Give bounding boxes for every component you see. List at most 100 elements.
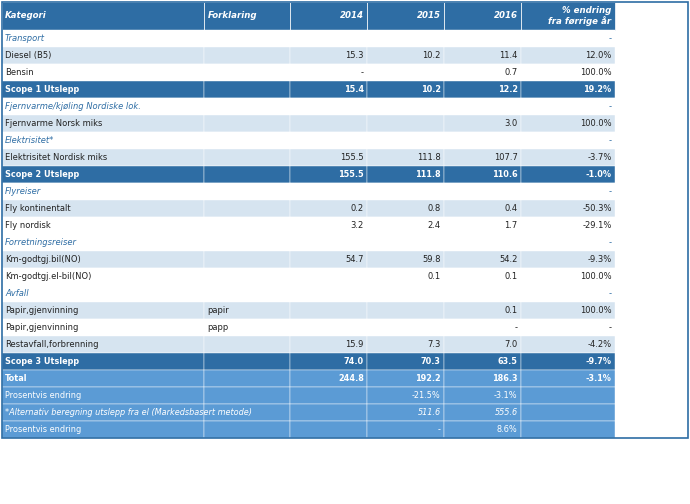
Bar bbox=[2, 336, 204, 353]
Bar bbox=[2, 132, 204, 149]
Text: 155.5: 155.5 bbox=[338, 170, 364, 179]
Text: Prosentvis endring: Prosentvis endring bbox=[5, 391, 81, 400]
Bar bbox=[444, 353, 521, 370]
Bar bbox=[290, 285, 367, 302]
Text: 155.5: 155.5 bbox=[340, 153, 364, 162]
Text: 107.7: 107.7 bbox=[494, 153, 518, 162]
Text: -4.2%: -4.2% bbox=[587, 340, 611, 349]
Bar bbox=[2, 81, 204, 98]
Text: 186.3: 186.3 bbox=[492, 374, 518, 383]
Bar bbox=[2, 2, 204, 30]
Bar bbox=[367, 251, 444, 268]
Text: 12.0%: 12.0% bbox=[585, 51, 611, 60]
Bar bbox=[444, 268, 521, 285]
Bar bbox=[444, 115, 521, 132]
Bar bbox=[2, 2, 688, 438]
Bar bbox=[204, 2, 290, 30]
Bar bbox=[204, 132, 290, 149]
Bar bbox=[521, 404, 615, 421]
Bar bbox=[290, 200, 367, 217]
Text: Km-godtgj.bil(NO): Km-godtgj.bil(NO) bbox=[5, 255, 81, 264]
Bar bbox=[2, 421, 204, 438]
Text: 1.7: 1.7 bbox=[504, 221, 518, 230]
Bar bbox=[204, 183, 290, 200]
Text: Forklaring: Forklaring bbox=[208, 12, 257, 21]
Bar bbox=[367, 421, 444, 438]
Text: -: - bbox=[438, 425, 441, 434]
Bar bbox=[367, 64, 444, 81]
Bar bbox=[444, 149, 521, 166]
Bar bbox=[204, 217, 290, 234]
Bar bbox=[290, 47, 367, 64]
Text: Forretningsreiser: Forretningsreiser bbox=[5, 238, 77, 247]
Text: 110.6: 110.6 bbox=[492, 170, 518, 179]
Text: Elektrisitet Nordisk miks: Elektrisitet Nordisk miks bbox=[5, 153, 107, 162]
Bar bbox=[367, 336, 444, 353]
Bar bbox=[367, 200, 444, 217]
Bar bbox=[290, 81, 367, 98]
Text: Avfall: Avfall bbox=[5, 289, 28, 298]
Text: Restavfall,forbrenning: Restavfall,forbrenning bbox=[5, 340, 99, 349]
Bar bbox=[444, 251, 521, 268]
Bar bbox=[444, 166, 521, 183]
Bar bbox=[521, 2, 615, 30]
Bar bbox=[290, 404, 367, 421]
Bar bbox=[444, 370, 521, 387]
Text: Diesel (B5): Diesel (B5) bbox=[5, 51, 51, 60]
Text: 19.2%: 19.2% bbox=[584, 85, 611, 94]
Bar bbox=[204, 200, 290, 217]
Bar bbox=[2, 30, 204, 47]
Bar bbox=[521, 217, 615, 234]
Bar bbox=[367, 132, 444, 149]
Bar bbox=[521, 132, 615, 149]
Text: Papir,gjenvinning: Papir,gjenvinning bbox=[5, 306, 79, 315]
Bar bbox=[521, 251, 615, 268]
Bar bbox=[290, 302, 367, 319]
Bar bbox=[290, 30, 367, 47]
Bar bbox=[2, 370, 204, 387]
Bar bbox=[204, 234, 290, 251]
Text: 70.3: 70.3 bbox=[421, 357, 441, 366]
Text: 192.2: 192.2 bbox=[415, 374, 441, 383]
Bar bbox=[2, 387, 204, 404]
Bar bbox=[290, 353, 367, 370]
Text: 2.4: 2.4 bbox=[428, 221, 441, 230]
Bar bbox=[521, 234, 615, 251]
Text: Papir,gjenvinning: Papir,gjenvinning bbox=[5, 323, 79, 332]
Bar bbox=[444, 319, 521, 336]
Text: 15.9: 15.9 bbox=[346, 340, 364, 349]
Text: Elektrisitet*: Elektrisitet* bbox=[5, 136, 55, 145]
Bar bbox=[367, 183, 444, 200]
Text: 63.5: 63.5 bbox=[497, 357, 518, 366]
Text: 2015: 2015 bbox=[417, 12, 441, 21]
Text: -: - bbox=[609, 238, 611, 247]
Bar bbox=[2, 166, 204, 183]
Bar bbox=[2, 302, 204, 319]
Text: 10.2: 10.2 bbox=[421, 85, 441, 94]
Bar bbox=[290, 387, 367, 404]
Bar bbox=[2, 115, 204, 132]
Bar bbox=[204, 421, 290, 438]
Text: 3.2: 3.2 bbox=[351, 221, 364, 230]
Bar bbox=[290, 217, 367, 234]
Bar bbox=[204, 30, 290, 47]
Text: Flyreiser: Flyreiser bbox=[5, 187, 41, 196]
Bar bbox=[521, 370, 615, 387]
Text: 59.8: 59.8 bbox=[422, 255, 441, 264]
Bar bbox=[204, 251, 290, 268]
Bar bbox=[204, 166, 290, 183]
Text: -3.7%: -3.7% bbox=[587, 153, 611, 162]
Text: 100.0%: 100.0% bbox=[580, 119, 611, 128]
Text: 0.1: 0.1 bbox=[504, 306, 518, 315]
Bar bbox=[367, 370, 444, 387]
Text: papir: papir bbox=[208, 306, 229, 315]
Text: *Alternativ beregning utslepp fra el (Markedsbasert metode): *Alternativ beregning utslepp fra el (Ma… bbox=[5, 408, 252, 417]
Text: -: - bbox=[515, 323, 518, 332]
Bar bbox=[290, 98, 367, 115]
Bar bbox=[204, 387, 290, 404]
Bar bbox=[204, 47, 290, 64]
Bar bbox=[2, 64, 204, 81]
Bar bbox=[367, 98, 444, 115]
Text: -: - bbox=[609, 136, 611, 145]
Bar bbox=[521, 30, 615, 47]
